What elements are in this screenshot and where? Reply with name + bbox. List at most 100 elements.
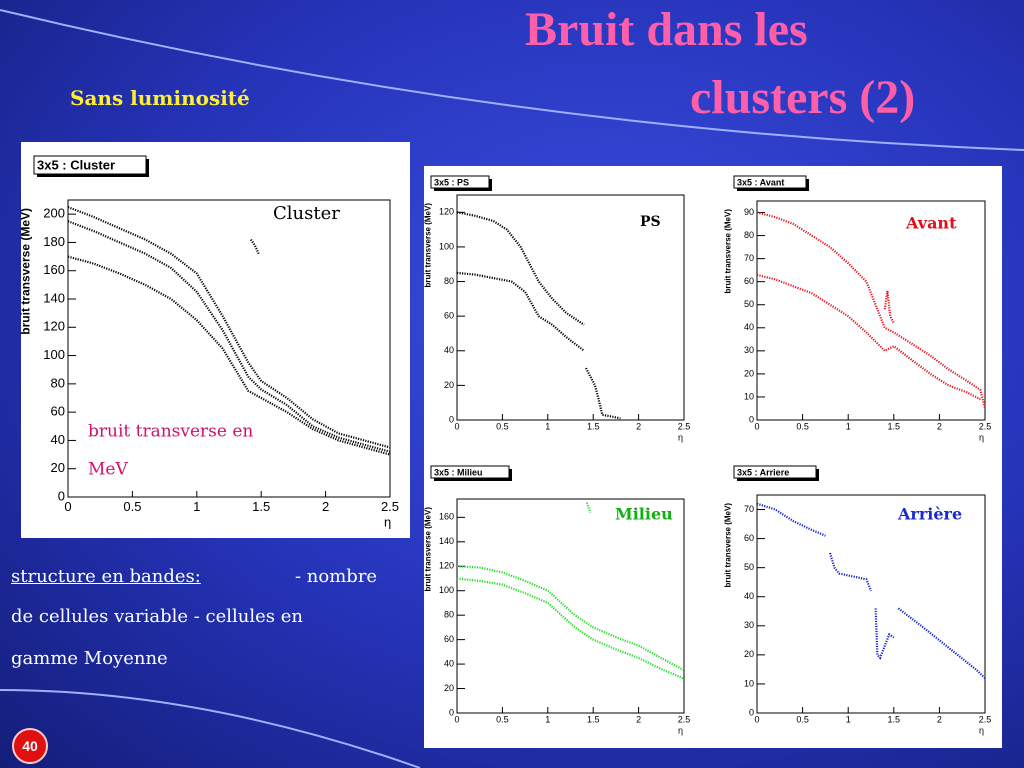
- plot-title: 3x5 : Cluster: [37, 157, 115, 172]
- y-tick-label: 80: [51, 375, 65, 390]
- data-band: [456, 577, 685, 680]
- title-box: [733, 465, 817, 479]
- x-tick-label: 1: [846, 422, 851, 432]
- y-tick-label: 60: [744, 533, 754, 543]
- y-tick-label: 20: [744, 649, 754, 659]
- x-tick-label: 2.5: [678, 422, 691, 432]
- annotation: bruit transverse en: [88, 422, 253, 442]
- x-tick-label: 2.5: [381, 499, 399, 514]
- y-tick-label: 160: [439, 512, 454, 522]
- x-axis-label: η: [979, 725, 984, 735]
- x-tick-label: 2.5: [979, 422, 992, 432]
- y-tick-label: 40: [51, 432, 65, 447]
- title-box: [733, 175, 807, 189]
- x-tick-label: 0: [754, 715, 759, 725]
- subtitle: Sans luminosité: [70, 86, 250, 110]
- y-tick-label: 40: [444, 658, 454, 668]
- y-tick-label: 180: [43, 234, 65, 249]
- title-line: clusters (2): [690, 71, 916, 124]
- x-tick-label: 1.5: [587, 715, 600, 725]
- y-tick-label: 160: [43, 262, 65, 277]
- x-tick-label: 0.5: [796, 422, 809, 432]
- y-tick-label: 40: [744, 591, 754, 601]
- x-tick-label: 1: [545, 715, 550, 725]
- annotation: Avant: [905, 214, 957, 233]
- y-tick-label: 140: [439, 536, 454, 546]
- y-tick-label: 10: [744, 678, 754, 688]
- x-tick-label: 0: [754, 422, 759, 432]
- y-axis-label: bruit transverse (MeV): [423, 507, 432, 592]
- x-tick-label: 2: [937, 715, 942, 725]
- x-tick-label: 2.5: [678, 715, 691, 725]
- data-band: [67, 206, 391, 449]
- y-tick-label: 120: [439, 207, 454, 217]
- title-line: Bruit dans les: [525, 3, 808, 56]
- data-band: [883, 290, 895, 324]
- annotation: MeV: [88, 460, 128, 480]
- x-tick-label: 2: [636, 422, 641, 432]
- data-band: [756, 211, 987, 409]
- x-tick-label: 0: [64, 499, 71, 514]
- y-tick-label: 100: [439, 241, 454, 251]
- y-tick-label: 40: [444, 345, 454, 355]
- data-band: [456, 211, 585, 326]
- y-axis-label: bruit transverse (MeV): [19, 208, 33, 335]
- x-tick-label: 1.5: [587, 422, 600, 432]
- x-tick-label: 2.5: [979, 715, 992, 725]
- y-axis-label: bruit transverse (MeV): [723, 209, 732, 294]
- x-tick-label: 1: [846, 715, 851, 725]
- y-tick-label: 0: [749, 414, 754, 424]
- y-tick-label: 80: [744, 230, 754, 240]
- x-tick-label: 2: [636, 715, 641, 725]
- y-tick-label: 30: [744, 620, 754, 630]
- data-band: [756, 273, 981, 401]
- y-tick-label: 20: [444, 683, 454, 693]
- x-tick-label: 1: [545, 422, 550, 432]
- y-tick-label: 70: [744, 504, 754, 514]
- y-tick-label: 0: [449, 414, 454, 424]
- x-tick-label: 1.5: [888, 422, 901, 432]
- x-axis-label: η: [678, 432, 683, 442]
- plot-frame: [456, 498, 685, 714]
- data-band: [897, 607, 986, 679]
- title-box: [430, 465, 510, 479]
- x-tick-label: 1: [193, 499, 200, 514]
- x-tick-label: 0.5: [496, 715, 509, 725]
- y-tick-label: 100: [43, 347, 65, 362]
- x-tick-label: 2: [322, 499, 329, 514]
- data-band: [828, 552, 873, 592]
- y-tick-label: 50: [744, 299, 754, 309]
- y-tick-label: 10: [744, 391, 754, 401]
- y-tick-label: 20: [51, 460, 65, 475]
- y-tick-label: 60: [51, 404, 65, 419]
- data-band: [67, 255, 391, 456]
- body-text: de cellules variable - cellules en: [11, 606, 304, 627]
- body-text: - nombre: [295, 566, 378, 587]
- y-tick-label: 60: [444, 311, 454, 321]
- x-tick-label: 1.5: [252, 499, 270, 514]
- plot-frame: [756, 200, 986, 421]
- y-tick-label: 140: [43, 290, 65, 305]
- title-box: [430, 175, 490, 189]
- plot-frame: [456, 194, 685, 421]
- y-axis-label: bruit transverse (MeV): [723, 503, 732, 588]
- page-number: 40: [22, 738, 38, 754]
- body-text: structure en bandes:: [11, 566, 201, 587]
- annotation: PS: [640, 214, 661, 230]
- y-tick-label: 0: [749, 707, 754, 717]
- y-tick-label: 20: [744, 368, 754, 378]
- y-tick-label: 120: [43, 319, 65, 334]
- y-tick-label: 70: [744, 253, 754, 263]
- y-tick-label: 60: [744, 276, 754, 286]
- y-tick-label: 200: [43, 206, 65, 221]
- plot-frame: [756, 494, 986, 714]
- x-tick-label: 0.5: [796, 715, 809, 725]
- data-band: [874, 608, 895, 660]
- annotation: Milieu: [615, 505, 673, 524]
- y-tick-label: 30: [744, 345, 754, 355]
- x-tick-label: 0.5: [123, 499, 141, 514]
- y-tick-label: 80: [444, 276, 454, 286]
